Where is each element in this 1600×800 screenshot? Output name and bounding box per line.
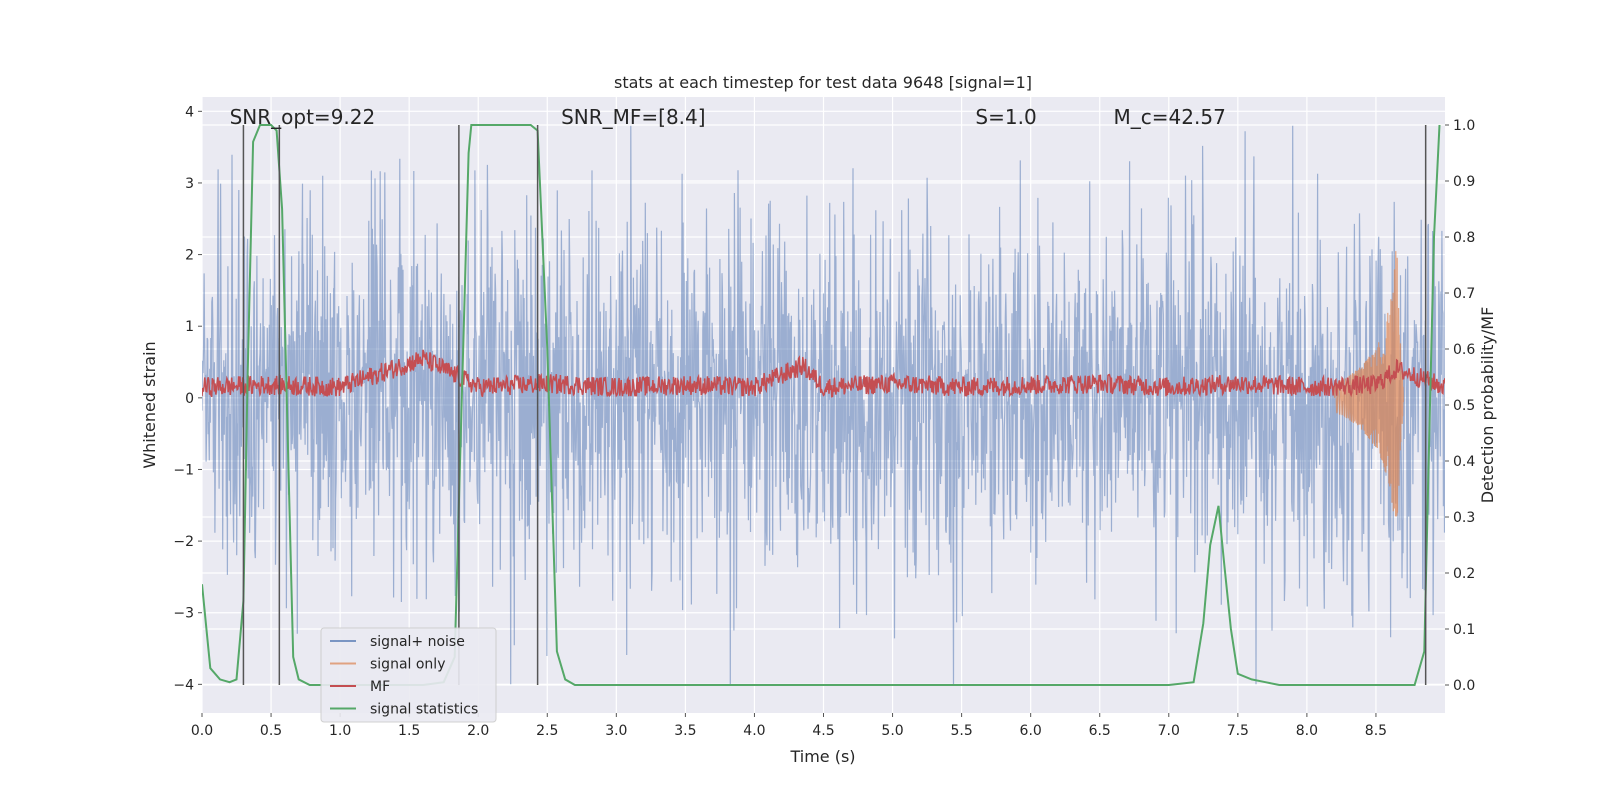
- annotation-s-value: S=1.0: [975, 105, 1036, 129]
- y-tick-label: −2: [173, 534, 194, 550]
- annotation-snr-opt: SNR_opt=9.22: [230, 105, 376, 129]
- x-tick-label: 8.5: [1365, 723, 1387, 739]
- x-tick-label: 1.0: [329, 723, 351, 739]
- y-tick-label: −3: [173, 606, 194, 622]
- y-tick-label: −1: [173, 462, 194, 478]
- chart-title: stats at each timestep for test data 964…: [614, 73, 1032, 92]
- x-tick-label: 6.0: [1020, 723, 1042, 739]
- legend-box: [320, 627, 497, 723]
- y2-tick-label: 0.0: [1453, 678, 1475, 694]
- x-tick-label: 3.0: [605, 723, 627, 739]
- legend-label: signal statistics: [370, 702, 478, 718]
- y2-tick-label: 0.1: [1453, 622, 1475, 638]
- x-tick-label: 1.5: [398, 723, 420, 739]
- x-tick-label: 7.0: [1158, 723, 1180, 739]
- y-axis-label: Whitened strain: [140, 341, 159, 468]
- x-tick-label: 6.5: [1089, 723, 1111, 739]
- legend-label: MF: [370, 679, 390, 695]
- y-tick-labels: −4 −3 −2 −1 0 1 2 3 4: [173, 104, 202, 693]
- y2-tick-label: 0.6: [1453, 342, 1475, 358]
- x-tick-label: 4.5: [812, 723, 834, 739]
- y2-tick-label: 0.8: [1453, 230, 1475, 246]
- x-tick-label: 8.0: [1296, 723, 1318, 739]
- y2-tick-label: 0.2: [1453, 566, 1475, 582]
- vertical-markers: [242, 125, 1427, 685]
- annotations: SNR_opt=9.22 SNR_MF=[8.4] S=1.0 M_c=42.57: [230, 105, 1226, 129]
- y2-tick-label: 0.3: [1453, 510, 1475, 526]
- y-tick-label: 0: [185, 391, 194, 407]
- signal-statistics-line: [202, 124, 1441, 686]
- x-tick-label: 5.5: [950, 723, 972, 739]
- signal-plus-noise-line: [202, 125, 1445, 685]
- x-tick-label: 0.5: [260, 723, 282, 739]
- x-tick-label: 0.0: [191, 723, 213, 739]
- legend-label: signal only: [370, 657, 445, 673]
- y2-axis-label: Detection probability/MF: [1478, 307, 1497, 504]
- series-mf: [202, 349, 1445, 398]
- y2-tick-labels: 0.0 0.1 0.2 0.3 0.4 0.5 0.6 0.7 0.8 0.9 1.0: [1445, 118, 1475, 694]
- x-tick-labels: 0.0 0.5 1.0 1.5 2.0 2.5 3.0 3.5 4.0 4.5 5.0 5.5 6.0 6…: [191, 713, 1387, 739]
- annotation-snr-mf: SNR_MF=[8.4]: [561, 105, 705, 129]
- x-tick-label: 5.0: [881, 723, 903, 739]
- legend-label: signal+ noise: [370, 634, 465, 650]
- y-tick-label: −4: [173, 677, 194, 693]
- y-tick-label: 1: [185, 319, 194, 335]
- annotation-mc-value: M_c=42.57: [1114, 105, 1226, 129]
- legend: signal+ noise signal only MF signal statist…: [320, 627, 497, 723]
- y2-tick-label: 0.9: [1453, 174, 1475, 190]
- x-tick-label: 2.0: [467, 723, 489, 739]
- x-tick-label: 3.5: [674, 723, 696, 739]
- y2-tick-label: 1.0: [1453, 118, 1475, 134]
- y2-tick-label: 0.5: [1453, 398, 1475, 414]
- x-tick-label: 2.5: [536, 723, 558, 739]
- mf-line: [202, 349, 1445, 398]
- series-signal-plus-noise: [202, 125, 1445, 685]
- y2-tick-label: 0.7: [1453, 286, 1475, 302]
- series-signal-statistics: [202, 124, 1441, 686]
- x-tick-label: 4.0: [743, 723, 765, 739]
- y2-tick-label: 0.4: [1453, 454, 1475, 470]
- x-axis-label: Time (s): [789, 747, 855, 766]
- y-tick-label: 2: [185, 248, 194, 264]
- y-tick-label: 3: [185, 176, 194, 192]
- y-tick-label: 4: [185, 104, 194, 120]
- x-tick-label: 7.5: [1227, 723, 1249, 739]
